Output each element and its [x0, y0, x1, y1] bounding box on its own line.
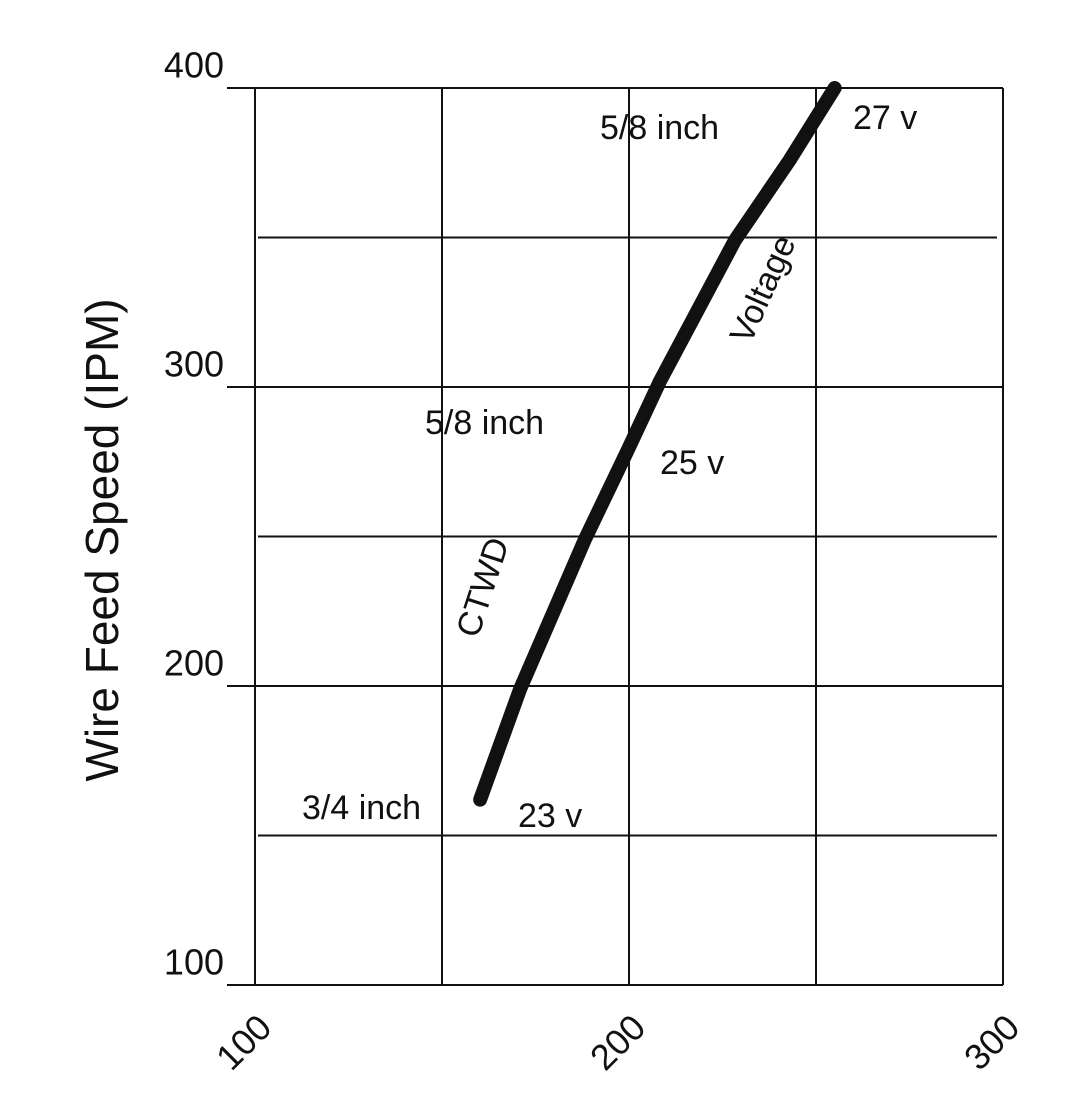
x-tick-label: 300 — [956, 1006, 1027, 1077]
data-line — [473, 81, 842, 807]
annotation: 5/8 inch — [600, 109, 719, 147]
annotation: 27 v — [853, 99, 917, 137]
y-tick-label: 200 — [164, 643, 224, 684]
x-tick-label: 100 — [208, 1006, 279, 1077]
annotation: 3/4 inch — [302, 789, 421, 827]
annotation: 23 v — [518, 797, 582, 835]
x-tick-label: 200 — [582, 1006, 653, 1077]
annotation: 5/8 inch — [425, 404, 544, 442]
y-axis-label: Wire Feed Speed (IPM) — [76, 298, 128, 781]
annotation: 25 v — [660, 444, 724, 482]
annotation: CTWD — [449, 533, 517, 642]
y-tick-label: 400 — [164, 45, 224, 86]
y-tick-label: 100 — [164, 942, 224, 983]
y-tick-label: 300 — [164, 344, 224, 385]
